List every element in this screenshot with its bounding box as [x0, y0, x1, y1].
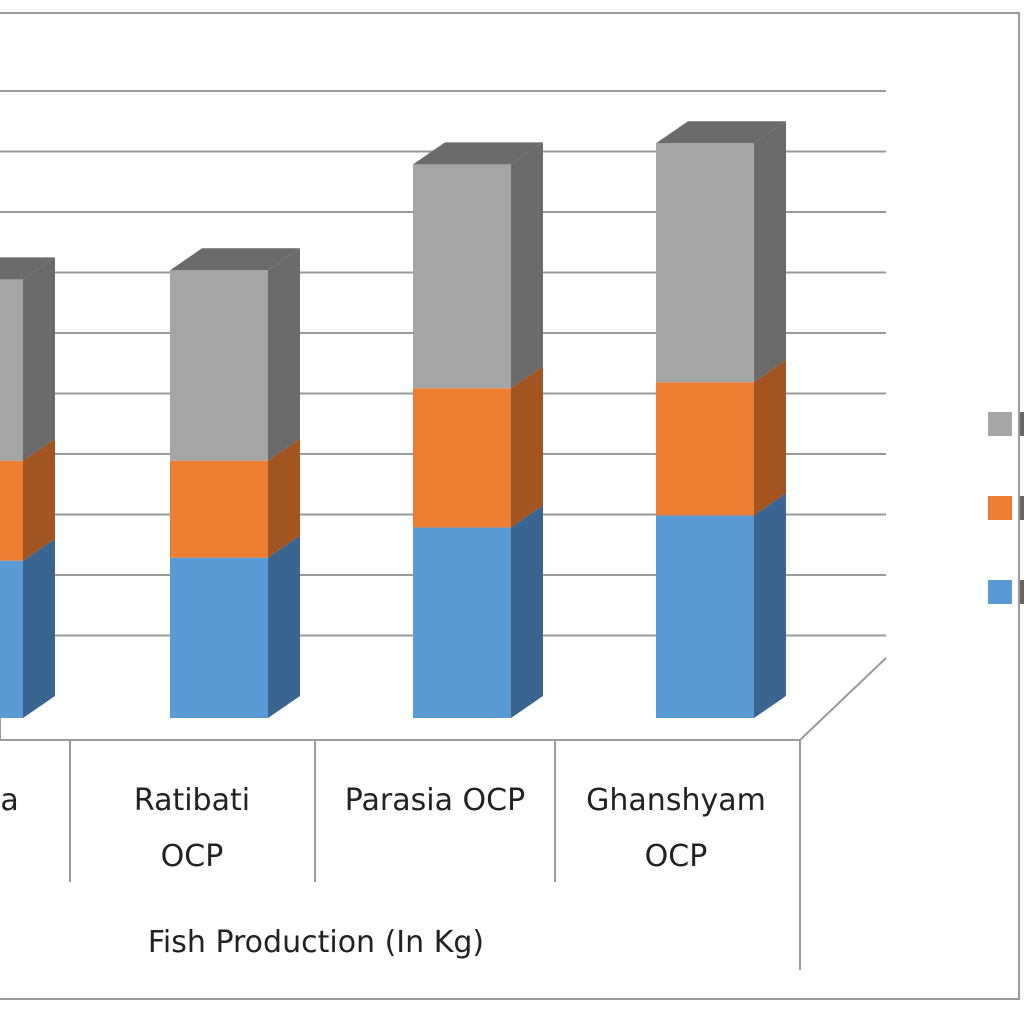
legend-marker — [988, 580, 1012, 604]
chart-floor — [0, 657, 887, 741]
bar-segment — [656, 382, 754, 516]
bar-top — [656, 121, 786, 144]
category-label: Ratibati — [134, 783, 250, 818]
legend-text-fragment — [1020, 496, 1024, 520]
bar-segment-side — [511, 366, 543, 528]
bar-segment — [170, 460, 268, 558]
category-label: ia — [0, 783, 19, 818]
bar-top — [0, 257, 55, 280]
chart-frame — [0, 12, 1020, 1000]
bar-segment-side — [754, 121, 786, 383]
bar-segment — [656, 515, 754, 718]
legend-marker — [988, 412, 1012, 436]
bar-segment-side — [511, 505, 543, 718]
bar-segment — [0, 560, 23, 718]
bar-segment — [413, 388, 511, 528]
bar-segment — [170, 270, 268, 461]
bar-segment-side — [511, 142, 543, 389]
bar-segment-side — [23, 438, 55, 561]
bar-top — [413, 142, 543, 165]
bar-segment — [170, 557, 268, 718]
legend-marker — [988, 496, 1012, 520]
bar-segment — [0, 279, 23, 461]
bar-segment-side — [754, 493, 786, 718]
legend-text-fragment — [1020, 580, 1024, 604]
category-label: Parasia OCP — [345, 783, 525, 818]
category-label: Ghanshyam — [586, 783, 766, 818]
bar-segment — [413, 527, 511, 718]
bar-segment-side — [23, 538, 55, 718]
category-label: OCP — [645, 839, 708, 874]
category-label: OCP — [161, 839, 224, 874]
bar-segment-side — [754, 360, 786, 516]
bar-top — [170, 248, 300, 271]
bar-segment — [656, 143, 754, 383]
bar-segment-side — [268, 438, 300, 558]
bar-segment-side — [23, 257, 55, 461]
legend-text-fragment — [1020, 412, 1024, 436]
bar-segment — [413, 164, 511, 389]
bar-segment — [0, 460, 23, 561]
axis-group-label: Fish Production (In Kg) — [148, 925, 484, 960]
bar-segment-side — [268, 535, 300, 718]
bar-segment-side — [268, 248, 300, 461]
